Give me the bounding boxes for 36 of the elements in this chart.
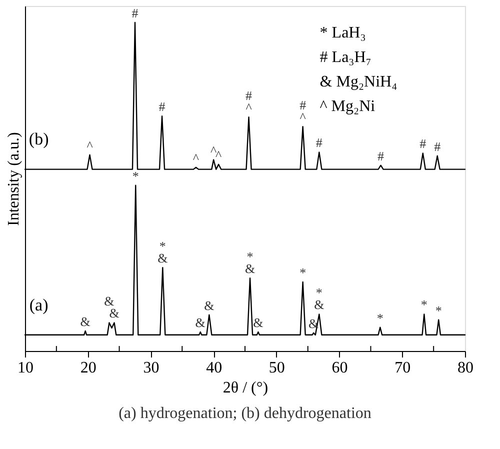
- annotation: *: [132, 168, 139, 184]
- x-tick-label: 20: [80, 360, 96, 376]
- x-tick-label: 10: [18, 360, 34, 376]
- annotation: *: [376, 310, 384, 326]
- annotation: #: [316, 135, 323, 150]
- annotation: *: [300, 265, 306, 280]
- annotation: & Mg₂NiH₄: [320, 74, 398, 91]
- x-axis-title: 2θ / (°): [222, 380, 268, 396]
- x-tick-label: 30: [143, 360, 160, 376]
- annotation: #: [378, 148, 385, 164]
- x-tick-label: 60: [332, 360, 348, 376]
- annotation: &: [204, 298, 214, 313]
- x-tick-label: 80: [458, 360, 474, 376]
- annotation: ^: [210, 142, 217, 158]
- annotation: * LaH₃: [320, 24, 366, 42]
- annotation: *: [420, 297, 428, 312]
- annotation: ^: [192, 150, 200, 166]
- annotation: # La₃H₇: [320, 48, 372, 66]
- series-label: (b): [28, 130, 49, 149]
- x-tick-label: 40: [206, 360, 222, 376]
- text: (a) hydrogenation; (b) dehydrogenation: [118, 405, 372, 422]
- annotation: &: [80, 314, 90, 329]
- annotation: #: [132, 5, 139, 20]
- annotation: ^ Mg₂Ni: [320, 98, 376, 116]
- annotation: ^: [216, 147, 222, 162]
- annotation: #: [158, 99, 166, 114]
- series-label: (a): [29, 295, 48, 314]
- x-tick-label: 50: [268, 360, 285, 376]
- x-tick-label: 70: [394, 360, 411, 376]
- annotation: #: [420, 136, 427, 152]
- annotation: &: [195, 314, 206, 330]
- annotation: #: [434, 138, 442, 154]
- annotation: *: [435, 302, 442, 318]
- y-axis-title: Intensity (a.u.): [6, 132, 22, 226]
- annotation: &: [253, 314, 264, 330]
- annotation: ^: [86, 138, 93, 153]
